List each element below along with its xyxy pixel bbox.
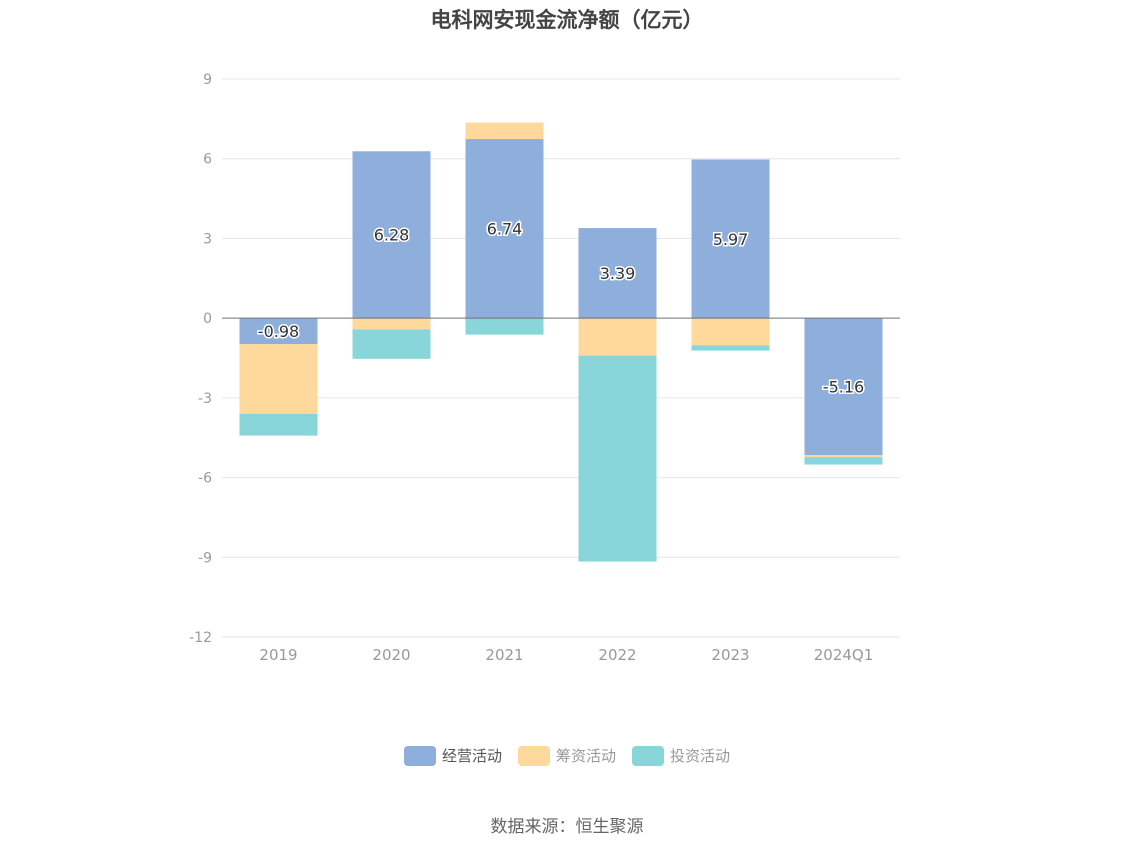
legend-swatch bbox=[632, 745, 664, 766]
bar-3-2022[interactable] bbox=[578, 355, 657, 562]
legend-swatch bbox=[517, 745, 550, 766]
legend-label: 投资活动 bbox=[670, 747, 731, 765]
label-layer: -0.98 6.28 6.74 3.39 5.97 -5.16 bbox=[256, 218, 865, 398]
bar-3-2019[interactable] bbox=[239, 413, 318, 436]
legend: 经营活动 筹资活动 投资活动 bbox=[0, 745, 1134, 766]
bar-layer bbox=[239, 122, 883, 562]
bar-2-2023[interactable] bbox=[691, 318, 770, 346]
x-tick-label: 2021 bbox=[485, 646, 523, 664]
y-tick-label: 9 bbox=[203, 72, 212, 88]
chart-title: 电科网安现金流净额（亿元） bbox=[430, 8, 704, 32]
legend-label: 筹资活动 bbox=[555, 747, 616, 765]
x-tick-label: 2022 bbox=[598, 646, 636, 664]
x-tick-label: 2019 bbox=[259, 646, 297, 664]
x-tick-label: 2020 bbox=[372, 646, 410, 664]
y-tick-label: 3 bbox=[203, 231, 212, 247]
legend-label: 经营活动 bbox=[441, 747, 502, 765]
y-tick-label: -9 bbox=[198, 550, 212, 566]
bar-3-2023[interactable] bbox=[691, 345, 770, 351]
y-tick-label: -12 bbox=[189, 630, 212, 646]
legend-swatch bbox=[403, 745, 436, 766]
bar-3-2021[interactable] bbox=[465, 318, 544, 335]
y-tick-label: -6 bbox=[198, 471, 212, 487]
legend-item-2[interactable]: 筹资活动 bbox=[517, 745, 616, 766]
source-note: 数据来源：恒生聚源 bbox=[490, 817, 644, 837]
bar-2-2024Q1[interactable] bbox=[804, 455, 883, 458]
x-tick-label: 2024Q1 bbox=[814, 646, 874, 664]
axis-layer: 9 6 3 0 -3 -6 -9 -12 2019 2020 2021 2022 2023 2024Q1 bbox=[189, 72, 900, 664]
bar-3-2020[interactable] bbox=[352, 329, 431, 359]
data-label: 3.39 bbox=[600, 264, 636, 283]
bar-3-2024Q1[interactable] bbox=[804, 457, 883, 465]
y-tick-label: -3 bbox=[198, 391, 212, 407]
data-label: 6.74 bbox=[487, 220, 523, 239]
bar-1-2020[interactable] bbox=[352, 151, 431, 319]
data-label: -5.16 bbox=[823, 378, 864, 397]
y-tick-label: 6 bbox=[203, 152, 212, 168]
grid-layer bbox=[222, 78, 900, 638]
bar-2-2021[interactable] bbox=[465, 122, 544, 140]
bar-1-2023[interactable] bbox=[691, 159, 770, 319]
bar-2-2020[interactable] bbox=[352, 318, 431, 330]
legend-item-1[interactable]: 经营活动 bbox=[403, 745, 502, 766]
data-label: 5.97 bbox=[713, 230, 749, 249]
bar-2-2022[interactable] bbox=[578, 318, 657, 356]
bar-1-2022[interactable] bbox=[578, 228, 657, 319]
x-tick-label: 2023 bbox=[711, 646, 749, 664]
bar-1-2024Q1[interactable] bbox=[804, 318, 883, 456]
legend-item-3[interactable]: 投资活动 bbox=[632, 745, 730, 766]
bar-1-2021[interactable] bbox=[465, 139, 544, 319]
y-tick-label: 0 bbox=[203, 311, 212, 327]
bar-2-2019[interactable] bbox=[239, 344, 318, 414]
data-label: 6.28 bbox=[374, 226, 410, 245]
data-label: -0.98 bbox=[258, 322, 299, 341]
bar-1-2019[interactable] bbox=[239, 318, 318, 345]
